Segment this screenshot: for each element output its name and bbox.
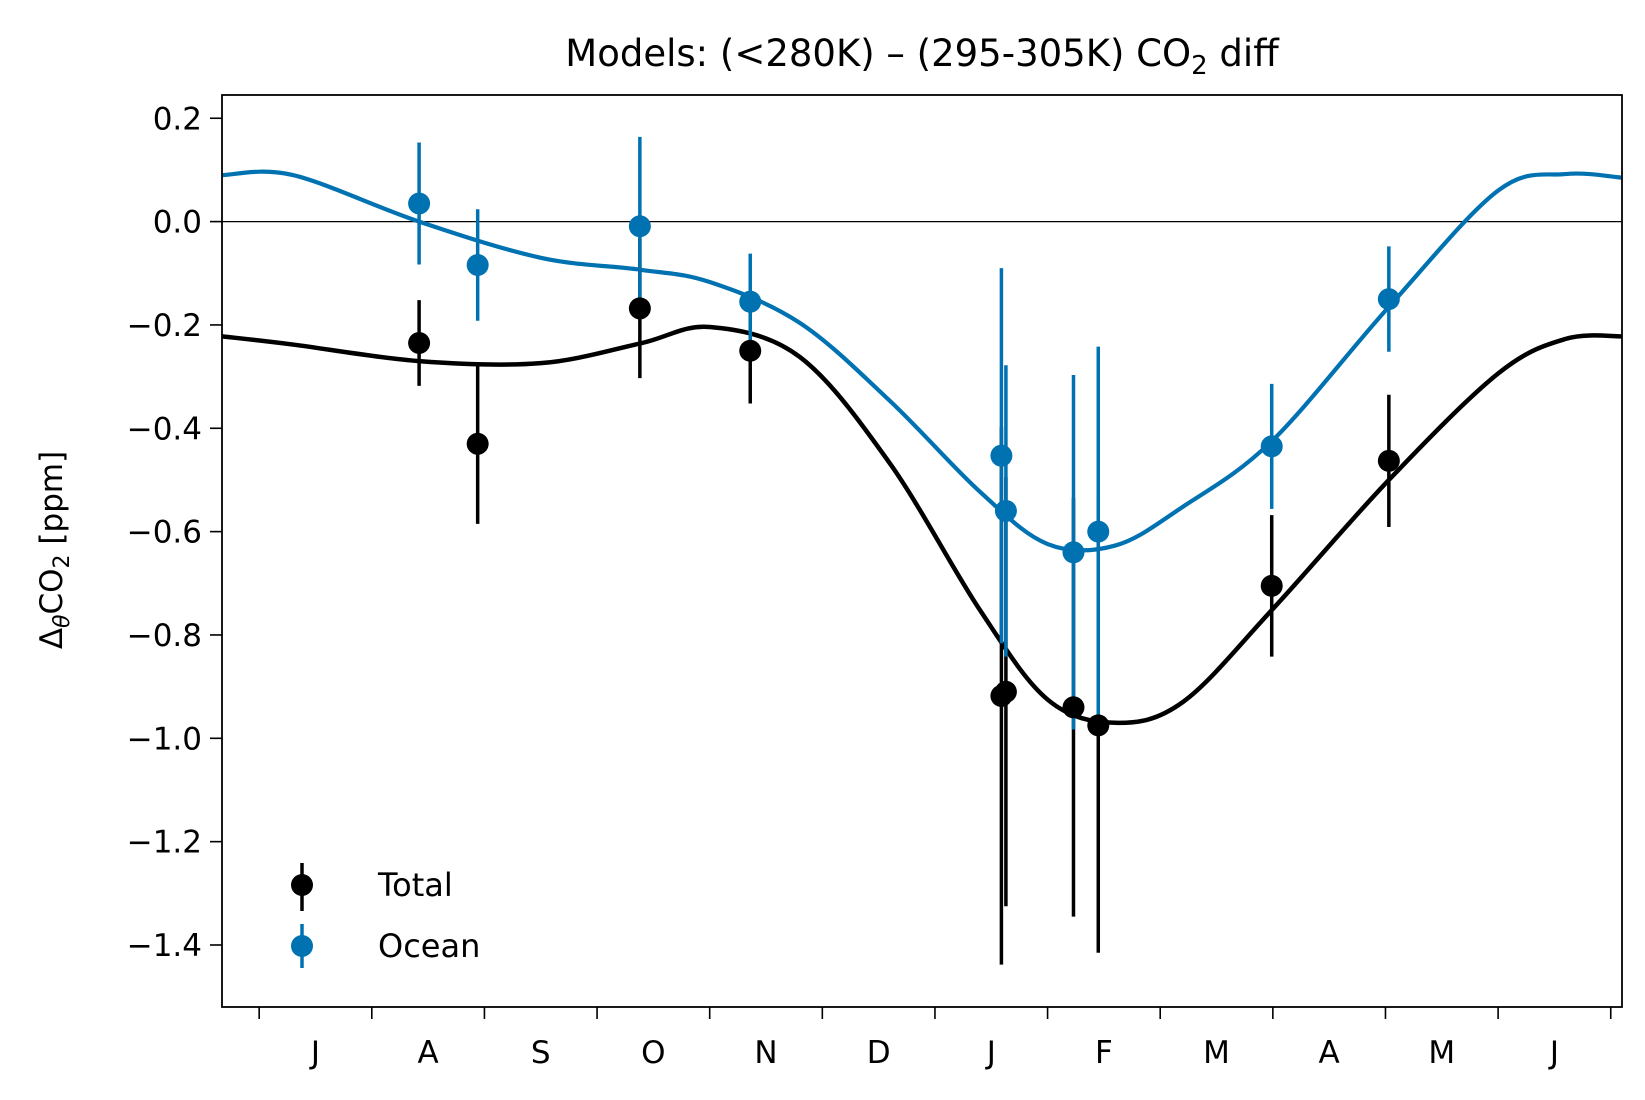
title-main: Models: (<280K) – (295-305K) CO: [565, 32, 1191, 75]
ocean-point: [739, 290, 762, 313]
ocean-point: [990, 444, 1013, 467]
y-tick-label: −1.0: [127, 721, 202, 757]
x-tick-label: A: [418, 1035, 439, 1071]
legend-ocean-marker: [291, 935, 313, 957]
ylabel-co: CO: [34, 568, 70, 614]
y-tick-label: −0.4: [127, 411, 202, 447]
total-point: [408, 332, 431, 355]
x-tick-label: A: [1319, 1035, 1340, 1071]
y-tick-label: −1.2: [127, 825, 202, 861]
legend-ocean-label: Ocean: [378, 927, 480, 965]
legend: Total Ocean: [291, 863, 480, 968]
legend-entry-total: Total: [291, 863, 453, 911]
x-tick-label: J: [1548, 1035, 1559, 1071]
total-point: [994, 680, 1017, 703]
ocean-point: [1087, 520, 1110, 543]
y-tick-label: −1.4: [127, 928, 202, 964]
ocean-point: [628, 215, 651, 238]
axes-frame: [221, 94, 1623, 1008]
plot-area: 0.2 0.0 −0.2 −0.4 −0.6 −0.8 −1.0 −1.2 −1.4 J A S O N D…: [127, 94, 1623, 1071]
y-tick-label: −0.6: [127, 515, 202, 551]
y-axis-label: ΔθCO2 [ppm]: [34, 451, 75, 649]
legend-total-marker: [291, 874, 313, 896]
total-point: [628, 297, 651, 320]
title-suffix: diff: [1208, 32, 1281, 75]
x-tick-label: S: [531, 1035, 551, 1071]
x-tick-label: F: [1095, 1035, 1113, 1071]
y-tick-label: −0.8: [127, 618, 202, 654]
ocean-point: [466, 253, 489, 276]
total-point: [1087, 714, 1110, 737]
y-tick-label: 0.0: [153, 205, 202, 241]
total-point: [466, 432, 489, 455]
x-tick-label: J: [985, 1035, 996, 1071]
ocean-point: [994, 499, 1017, 522]
x-tick-label: J: [309, 1035, 320, 1071]
x-tick-label: O: [641, 1035, 665, 1071]
legend-entry-ocean: Ocean: [291, 924, 480, 968]
title-subscript: 2: [1191, 51, 1208, 81]
x-tick-label: M: [1203, 1035, 1230, 1071]
ocean-point: [1062, 541, 1085, 564]
chart-title: Models: (<280K) – (295-305K) CO2 diff: [565, 32, 1280, 81]
x-tick-label: N: [754, 1035, 777, 1071]
ylabel-sub-2: 2: [50, 554, 75, 568]
total-point: [739, 339, 762, 362]
ylabel-sub-theta: θ: [50, 614, 75, 628]
ocean-point: [1377, 288, 1400, 311]
ylabel-delta: Δ: [34, 628, 70, 649]
legend-total-label: Total: [377, 866, 453, 904]
total-point: [1062, 696, 1085, 719]
total-fit-curve: [222, 324, 1622, 726]
ylabel-unit: [ppm]: [34, 451, 70, 555]
y-tick-label: −0.2: [127, 308, 202, 344]
x-tick-label: M: [1428, 1035, 1455, 1071]
total-point: [1260, 574, 1283, 597]
ocean-point: [1260, 435, 1283, 458]
ocean-fit-curve: [222, 169, 1622, 553]
total-point: [1377, 449, 1400, 472]
x-tick-label: D: [867, 1035, 891, 1071]
y-tick-label: 0.2: [153, 101, 202, 137]
ocean-point: [408, 192, 431, 215]
